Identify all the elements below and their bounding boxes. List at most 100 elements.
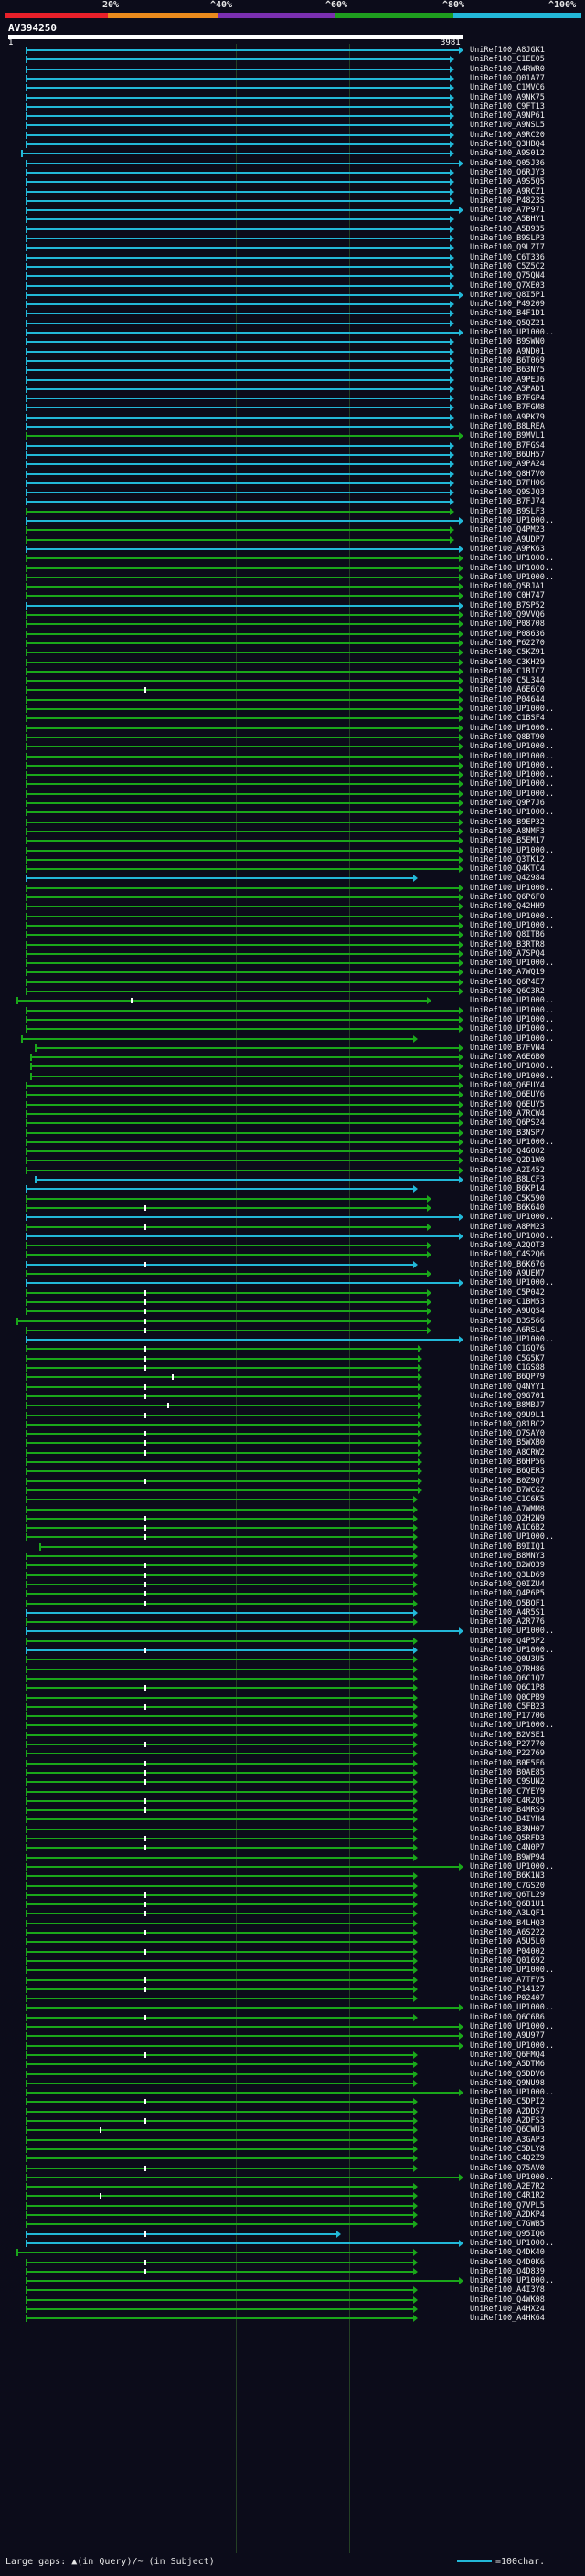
subject-id-link[interactable]: UniRef100_Q0CPB9	[470, 1692, 545, 1702]
hit-row[interactable]: UniRef100_C9SUN2	[0, 1777, 585, 1787]
subject-id-link[interactable]: UniRef100_B9SLP3	[470, 234, 545, 243]
hit-row[interactable]: UniRef100_Q6P6F0	[0, 893, 585, 903]
hit-row[interactable]: UniRef100_B6K1N3	[0, 1871, 585, 1882]
hit-row[interactable]: UniRef100_C3KH29	[0, 658, 585, 668]
subject-id-link[interactable]: UniRef100_C5DLY8	[470, 2144, 545, 2154]
subject-id-link[interactable]: UniRef100_Q7RH86	[470, 1664, 545, 1674]
hit-row[interactable]: UniRef100_A2DDS7	[0, 2107, 585, 2117]
subject-id-link[interactable]: UniRef100_Q4G002	[470, 1147, 545, 1157]
hit-row[interactable]: UniRef100_A2DFS3	[0, 2116, 585, 2126]
subject-id-link[interactable]: UniRef100_C1GS88	[470, 1363, 545, 1373]
hit-row[interactable]: UniRef100_C4Q2Z9	[0, 2154, 585, 2164]
subject-id-link[interactable]: UniRef100_A9U977	[470, 2031, 545, 2041]
hit-row[interactable]: UniRef100_Q7XE03	[0, 281, 585, 292]
subject-id-link[interactable]: UniRef100_B3NSP7	[470, 1128, 545, 1138]
subject-id-link[interactable]: UniRef100_A2E7R2	[470, 2182, 545, 2192]
hit-row[interactable]: UniRef100_A8CRW2	[0, 1448, 585, 1458]
hit-row[interactable]: UniRef100_UP1000..	[0, 752, 585, 762]
hit-row[interactable]: UniRef100_P22769	[0, 1749, 585, 1759]
hit-row[interactable]: UniRef100_Q01A77	[0, 74, 585, 84]
hit-row[interactable]: UniRef100_Q4P5P2	[0, 1637, 585, 1647]
subject-id-link[interactable]: UniRef100_UP1000..	[470, 572, 555, 582]
subject-id-link[interactable]: UniRef100_A9PK79	[470, 412, 545, 422]
hit-row[interactable]: UniRef100_Q5RFD3	[0, 1834, 585, 1844]
subject-id-link[interactable]: UniRef100_C1MVC6	[470, 83, 545, 93]
subject-id-link[interactable]: UniRef100_A9NSL5	[470, 121, 545, 131]
hit-row[interactable]: UniRef100_C1BM53	[0, 1298, 585, 1308]
hit-row[interactable]: UniRef100_B4IYH4	[0, 1815, 585, 1825]
hit-row[interactable]: UniRef100_A8JGK1	[0, 46, 585, 56]
hit-row[interactable]: UniRef100_UP1000..	[0, 1721, 585, 1731]
subject-id-link[interactable]: UniRef100_UP1000..	[470, 883, 555, 893]
subject-id-link[interactable]: UniRef100_A8PM23	[470, 1222, 545, 1232]
hit-row[interactable]: UniRef100_A4RWR0	[0, 65, 585, 75]
subject-id-link[interactable]: UniRef100_Q3TK12	[470, 854, 545, 864]
subject-id-link[interactable]: UniRef100_B8LCF3	[470, 1175, 545, 1184]
hit-row[interactable]: UniRef100_UP1000..	[0, 2022, 585, 2032]
subject-id-link[interactable]: UniRef100_Q9G701	[470, 1391, 545, 1401]
hit-row[interactable]: UniRef100_Q05J36	[0, 159, 585, 169]
subject-id-link[interactable]: UniRef100_Q5BJA1	[470, 582, 545, 592]
hit-row[interactable]: UniRef100_A5DTM6	[0, 2060, 585, 2070]
subject-id-link[interactable]: UniRef100_B7FGP4	[470, 394, 545, 404]
subject-id-link[interactable]: UniRef100_A5B935	[470, 224, 545, 234]
hit-row[interactable]: UniRef100_A9PK79	[0, 413, 585, 423]
subject-id-link[interactable]: UniRef100_C6T336	[470, 252, 545, 262]
subject-id-link[interactable]: UniRef100_Q4PM23	[470, 525, 545, 535]
hit-row[interactable]: UniRef100_Q81BC2	[0, 1420, 585, 1430]
subject-id-link[interactable]: UniRef100_B7FGS4	[470, 440, 545, 451]
hit-row[interactable]: UniRef100_A6S222	[0, 1928, 585, 1938]
hit-row[interactable]: UniRef100_A5PAD1	[0, 385, 585, 395]
subject-id-link[interactable]: UniRef100_A9UEM7	[470, 1269, 545, 1278]
subject-id-link[interactable]: UniRef100_A4RWR0	[470, 64, 545, 74]
hit-row[interactable]: UniRef100_Q6EUY6	[0, 1090, 585, 1100]
subject-id-link[interactable]: UniRef100_C7GS20	[470, 1881, 545, 1891]
subject-id-link[interactable]: UniRef100_Q6EUY6	[470, 1090, 545, 1100]
subject-id-link[interactable]: UniRef100_Q42984	[470, 874, 545, 884]
subject-id-link[interactable]: UniRef100_P08636	[470, 629, 545, 639]
hit-row[interactable]: UniRef100_UP1000..	[0, 1072, 585, 1082]
subject-id-link[interactable]: UniRef100_Q6B1U1	[470, 1900, 545, 1910]
subject-id-link[interactable]: UniRef100_B7FVN4	[470, 1043, 545, 1053]
hit-row[interactable]: UniRef100_UP1000..	[0, 1966, 585, 1976]
subject-id-link[interactable]: UniRef100_P27770	[470, 1740, 545, 1749]
subject-id-link[interactable]: UniRef100_A5PAD1	[470, 384, 545, 394]
subject-id-link[interactable]: UniRef100_B4F1D1	[470, 309, 545, 319]
hit-row[interactable]: UniRef100_B4MRS9	[0, 1806, 585, 1816]
hit-row[interactable]: UniRef100_B9EP32	[0, 818, 585, 828]
subject-id-link[interactable]: UniRef100_UP1000..	[470, 996, 555, 1006]
hit-row[interactable]: UniRef100_C4R1R2	[0, 2191, 585, 2201]
hit-row[interactable]: UniRef100_UP1000..	[0, 2041, 585, 2051]
subject-id-link[interactable]: UniRef100_A9RC20	[470, 130, 545, 140]
subject-id-link[interactable]: UniRef100_Q7VPL5	[470, 2200, 545, 2210]
subject-id-link[interactable]: UniRef100_Q4NYY1	[470, 1382, 545, 1392]
subject-id-link[interactable]: UniRef100_Q9VVQ6	[470, 610, 545, 620]
hit-row[interactable]: UniRef100_Q9SJQ3	[0, 488, 585, 498]
subject-id-link[interactable]: UniRef100_B6T069	[470, 355, 545, 366]
hit-row[interactable]: UniRef100_B3NSP7	[0, 1129, 585, 1139]
hit-row[interactable]: UniRef100_UP1000..	[0, 1213, 585, 1223]
subject-id-link[interactable]: UniRef100_B0E5F6	[470, 1758, 545, 1768]
hit-row[interactable]: UniRef100_C1BIC7	[0, 667, 585, 677]
subject-id-link[interactable]: UniRef100_A7WQ19	[470, 968, 545, 978]
hit-row[interactable]: UniRef100_UP1000..	[0, 2173, 585, 2183]
subject-id-link[interactable]: UniRef100_Q2H2N9	[470, 1513, 545, 1523]
hit-row[interactable]: UniRef100_B7FH06	[0, 479, 585, 489]
hit-row[interactable]: UniRef100_B5EM17	[0, 836, 585, 846]
subject-id-link[interactable]: UniRef100_B8MBJ7	[470, 1401, 545, 1411]
subject-id-link[interactable]: UniRef100_A6E6B0	[470, 1053, 545, 1063]
hit-row[interactable]: UniRef100_UP1000..	[0, 1646, 585, 1656]
subject-id-link[interactable]: UniRef100_UP1000..	[470, 554, 555, 564]
subject-id-link[interactable]: UniRef100_Q6TL29	[470, 1890, 545, 1900]
hit-row[interactable]: UniRef100_B0Z9Q7	[0, 1477, 585, 1487]
subject-id-link[interactable]: UniRef100_Q9SJQ3	[470, 488, 545, 498]
subject-id-link[interactable]: UniRef100_Q6C1Q7	[470, 1673, 545, 1683]
subject-id-link[interactable]: UniRef100_UP1000..	[470, 911, 555, 921]
hit-row[interactable]: UniRef100_A7WQ19	[0, 968, 585, 978]
hit-row[interactable]: UniRef100_A2E7R2	[0, 2182, 585, 2192]
hit-row[interactable]: UniRef100_C5FB23	[0, 1702, 585, 1712]
hit-row[interactable]: UniRef100_B7FVN4	[0, 1044, 585, 1054]
subject-id-link[interactable]: UniRef100_A9S012	[470, 149, 545, 159]
subject-id-link[interactable]: UniRef100_UP1000..	[470, 2276, 555, 2286]
subject-id-link[interactable]: UniRef100_A6S222	[470, 1928, 545, 1937]
